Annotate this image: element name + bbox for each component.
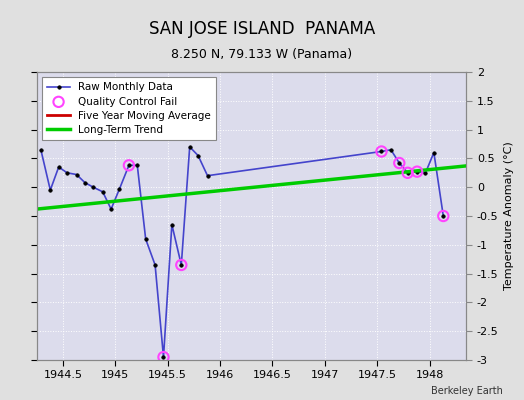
Quality Control Fail xyxy=(413,168,421,175)
Quality Control Fail xyxy=(177,262,185,268)
Quality Control Fail xyxy=(377,148,386,155)
Quality Control Fail xyxy=(125,162,133,168)
Raw Monthly Data xyxy=(405,170,411,175)
Legend: Raw Monthly Data, Quality Control Fail, Five Year Moving Average, Long-Term Tren: Raw Monthly Data, Quality Control Fail, … xyxy=(42,77,216,140)
Raw Monthly Data xyxy=(108,207,114,212)
Raw Monthly Data xyxy=(178,262,184,267)
Raw Monthly Data xyxy=(152,262,158,267)
Raw Monthly Data xyxy=(82,180,88,185)
Raw Monthly Data xyxy=(143,237,149,242)
Raw Monthly Data xyxy=(440,214,446,218)
Raw Monthly Data xyxy=(73,172,80,177)
Quality Control Fail xyxy=(439,213,447,219)
Raw Monthly Data xyxy=(47,188,53,192)
Y-axis label: Temperature Anomaly (°C): Temperature Anomaly (°C) xyxy=(504,142,514,290)
Raw Monthly Data xyxy=(126,163,132,168)
Text: Berkeley Earth: Berkeley Earth xyxy=(431,386,503,396)
Raw Monthly Data xyxy=(134,163,140,168)
Quality Control Fail xyxy=(403,170,412,176)
Raw Monthly Data xyxy=(414,169,420,174)
Raw Monthly Data xyxy=(431,150,437,155)
Raw Monthly Data xyxy=(422,170,429,175)
Raw Monthly Data xyxy=(396,161,402,166)
Raw Monthly Data xyxy=(378,149,385,154)
Raw Monthly Data xyxy=(187,144,193,149)
Raw Monthly Data xyxy=(116,186,123,191)
Raw Monthly Data xyxy=(100,190,106,194)
Raw Monthly Data xyxy=(38,147,44,152)
Raw Monthly Data xyxy=(169,222,175,227)
Raw Monthly Data xyxy=(204,173,211,178)
Raw Monthly Data xyxy=(64,170,70,175)
Text: SAN JOSE ISLAND  PANAMA: SAN JOSE ISLAND PANAMA xyxy=(149,20,375,38)
Text: 8.250 N, 79.133 W (Panama): 8.250 N, 79.133 W (Panama) xyxy=(171,48,353,61)
Quality Control Fail xyxy=(159,354,168,360)
Raw Monthly Data xyxy=(195,153,201,158)
Line: Raw Monthly Data: Raw Monthly Data xyxy=(39,145,445,359)
Raw Monthly Data xyxy=(388,147,394,152)
Raw Monthly Data xyxy=(56,165,62,170)
Quality Control Fail xyxy=(395,160,403,166)
Raw Monthly Data xyxy=(160,355,167,360)
Raw Monthly Data xyxy=(90,185,96,190)
